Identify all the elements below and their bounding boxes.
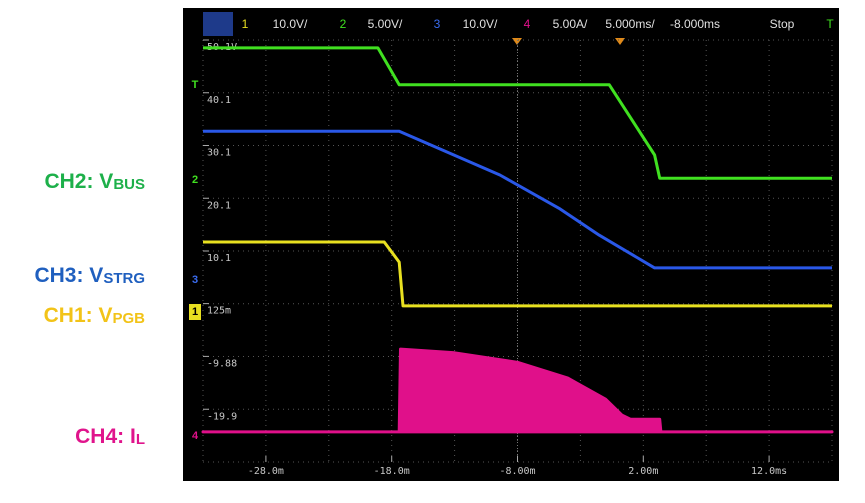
x-tick-label: -8.00m: [499, 466, 535, 477]
legend-subscript: STRG: [103, 270, 145, 287]
header-item: T: [826, 17, 834, 31]
legend-subscript: PGB: [112, 310, 145, 327]
x-tick-label: -28.0m: [248, 466, 284, 477]
trigger-marker: [512, 38, 522, 45]
channel-marker: 2: [192, 174, 198, 186]
legend-subscript: L: [136, 431, 145, 448]
y-tick-label: 40.1: [207, 95, 231, 106]
y-tick-label: -9.88: [207, 358, 237, 369]
header-item: 3: [434, 17, 441, 31]
y-tick-label: -19.9: [207, 411, 237, 422]
header-item: 2: [340, 17, 347, 31]
trigger-marker: [615, 38, 625, 45]
trace: [203, 46, 832, 180]
legend-label: CH1: VPGB: [44, 304, 146, 327]
legend-subscript: BUS: [113, 176, 145, 193]
trace: [203, 129, 832, 270]
x-tick-label: -18.0m: [374, 466, 410, 477]
channel-marker: 3: [192, 274, 198, 286]
header-item: 10.0V/: [463, 17, 498, 31]
legend-text: CH2: V: [44, 170, 113, 193]
channel-marker: 1: [192, 306, 198, 318]
header-item: 5.000ms/: [605, 17, 655, 31]
header-item: 1: [242, 17, 249, 31]
header-item: -8.000ms: [670, 17, 720, 31]
channel-marker: 4: [192, 430, 199, 442]
legend-text: CH3: V: [34, 264, 103, 287]
trace: [203, 240, 832, 308]
legend-text: CH4: I: [75, 425, 136, 448]
legend-label: CH3: VSTRG: [34, 264, 145, 287]
header-item: 5.00A/: [553, 17, 588, 31]
legend-label: CH4: IL: [75, 425, 145, 448]
legend-label: CH2: VBUS: [44, 170, 145, 193]
x-tick-label: 2.00m: [628, 466, 658, 477]
header-item: 10.0V/: [273, 17, 308, 31]
y-tick-label: 30.1: [207, 148, 231, 159]
x-tick-label: 12.0ms: [751, 466, 787, 477]
header-item: 4: [524, 17, 531, 31]
channel-marker: T: [192, 79, 199, 91]
y-tick-label: 10.1: [207, 253, 231, 264]
y-tick-label: 125m: [207, 306, 231, 317]
legend-text: CH1: V: [44, 304, 113, 327]
header-item: Stop: [770, 17, 795, 31]
scope-icon: [203, 12, 233, 36]
trace: [201, 347, 834, 434]
channel-marker-box: [189, 304, 201, 320]
header-item: 5.00V/: [368, 17, 403, 31]
y-tick-label: 20.1: [207, 200, 231, 211]
